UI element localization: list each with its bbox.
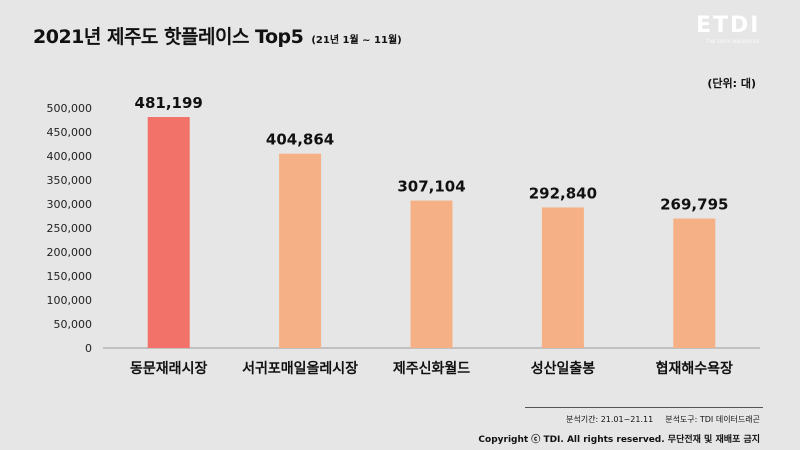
- analysis-period: 분석기간: 21.01~21.11: [566, 415, 654, 424]
- chart-subtitle: (21년 1월 ~ 11월): [311, 35, 402, 46]
- bar: [410, 200, 453, 348]
- x-category-label: 동문재래시장: [130, 360, 207, 377]
- y-tick-label: 0: [85, 342, 92, 355]
- x-category-label: 협재해수욕장: [656, 360, 733, 377]
- y-tick-label: 300,000: [47, 198, 93, 211]
- logo-tagline: THE DATA INNOVATOR: [706, 39, 760, 44]
- y-tick-label: 250,000: [47, 222, 93, 235]
- bar: [673, 218, 716, 348]
- y-tick-label: 350,000: [47, 174, 93, 187]
- bar-value-label: 404,864: [266, 131, 334, 149]
- bar: [147, 117, 190, 349]
- bar-value-label: 269,795: [660, 195, 728, 213]
- chart-title-block: 2021년 제주도 핫플레이스 Top5 (21년 1월 ~ 11월): [33, 22, 402, 49]
- y-tick-label: 100,000: [47, 294, 93, 307]
- bar-value-label: 307,104: [397, 178, 465, 196]
- bar-value-label: 481,199: [135, 94, 203, 112]
- unit-label: (단위: 대): [707, 77, 756, 90]
- y-tick-label: 150,000: [47, 270, 93, 283]
- y-tick-label: 500,000: [47, 102, 93, 115]
- tdi-logo: ETDI THE DATA INNOVATOR: [696, 13, 761, 45]
- bar: [541, 207, 584, 348]
- y-tick-label: 400,000: [47, 150, 93, 163]
- logo-mark: ETDI: [696, 13, 761, 38]
- y-tick-label: 200,000: [47, 246, 93, 259]
- x-category-label: 성산일출봉: [531, 360, 596, 377]
- copyright: Copyright ⓒ TDI. All rights reserved. 무단…: [478, 435, 760, 445]
- y-tick-label: 50,000: [54, 318, 93, 331]
- source-info: 분석기간: 21.01~21.11 분석도구: TDI 데이터드래곤: [566, 414, 760, 425]
- footer-divider: [525, 407, 763, 408]
- x-category-label: 서귀포매일올레시장: [242, 360, 358, 377]
- analysis-tool: 분석도구: TDI 데이터드래곤: [665, 415, 760, 424]
- chart-title: 2021년 제주도 핫플레이스 Top5: [33, 26, 304, 48]
- y-tick-label: 450,000: [47, 126, 93, 139]
- bar-value-label: 292,840: [529, 184, 597, 202]
- x-category-label: 제주신화월드: [393, 360, 470, 377]
- bar: [279, 153, 322, 348]
